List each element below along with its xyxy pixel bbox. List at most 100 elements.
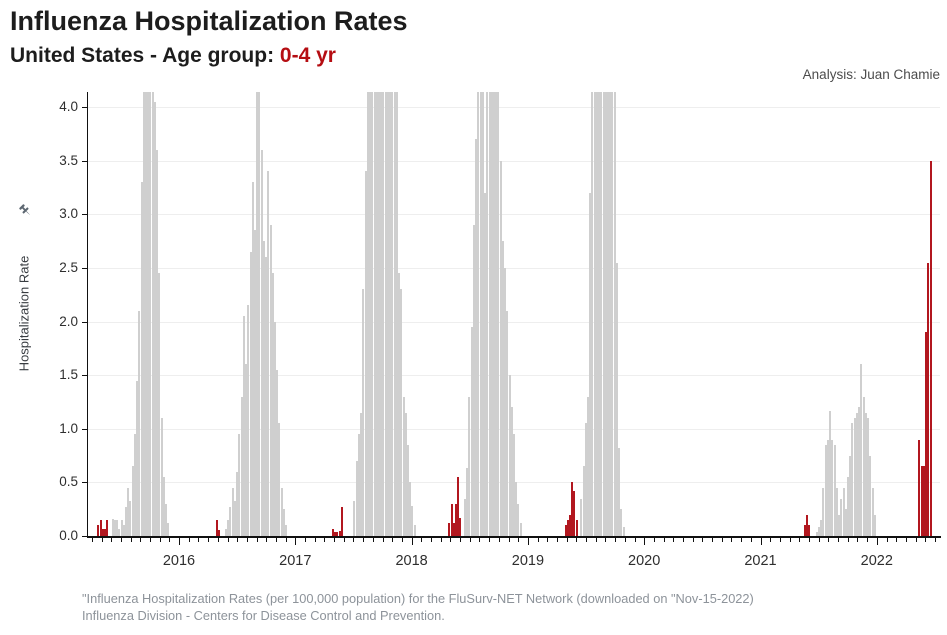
highlight-bar[interactable]: [106, 519, 109, 536]
highlight-bar[interactable]: [571, 482, 574, 536]
season-bar[interactable]: [389, 92, 392, 536]
season-bar[interactable]: [831, 439, 834, 536]
season-bar[interactable]: [855, 412, 858, 536]
season-bar[interactable]: [160, 418, 163, 536]
season-bar[interactable]: [604, 92, 607, 536]
season-bar[interactable]: [838, 514, 840, 536]
season-bar[interactable]: [517, 503, 520, 536]
highlight-bar[interactable]: [564, 525, 567, 536]
highlight-bar[interactable]: [566, 519, 569, 536]
season-bar[interactable]: [607, 92, 609, 536]
season-bar[interactable]: [499, 160, 502, 536]
season-bar[interactable]: [490, 92, 493, 536]
season-bar[interactable]: [165, 503, 167, 536]
season-bar[interactable]: [873, 514, 876, 536]
season-bar[interactable]: [613, 92, 616, 536]
season-bar[interactable]: [140, 182, 143, 536]
highlight-bar[interactable]: [457, 477, 460, 536]
season-bar[interactable]: [867, 418, 869, 536]
highlight-bar[interactable]: [929, 160, 932, 536]
season-bar[interactable]: [835, 487, 838, 536]
season-bar[interactable]: [111, 518, 114, 536]
season-bar[interactable]: [133, 434, 136, 536]
season-bar[interactable]: [378, 92, 380, 536]
season-bar[interactable]: [253, 230, 256, 536]
season-bar[interactable]: [844, 509, 847, 536]
highlight-bar[interactable]: [340, 507, 343, 536]
season-bar[interactable]: [519, 523, 522, 536]
season-bar[interactable]: [256, 92, 259, 536]
season-bar[interactable]: [260, 149, 263, 536]
season-bar[interactable]: [600, 92, 603, 536]
season-bar[interactable]: [231, 487, 234, 536]
season-bar[interactable]: [138, 310, 141, 536]
season-bar[interactable]: [118, 528, 121, 536]
highlight-bar[interactable]: [216, 519, 219, 536]
highlight-bar[interactable]: [803, 525, 806, 536]
season-bar[interactable]: [488, 92, 491, 536]
season-bar[interactable]: [620, 509, 623, 536]
season-bar[interactable]: [120, 519, 123, 536]
season-bar[interactable]: [362, 289, 365, 536]
season-bar[interactable]: [833, 444, 836, 536]
season-bar[interactable]: [274, 321, 276, 536]
season-bar[interactable]: [127, 487, 130, 536]
season-bar[interactable]: [504, 267, 507, 536]
season-bar[interactable]: [282, 509, 285, 536]
season-bar[interactable]: [269, 225, 272, 536]
season-bar[interactable]: [251, 182, 254, 536]
season-bar[interactable]: [265, 257, 268, 536]
season-bar[interactable]: [366, 92, 369, 536]
season-bar[interactable]: [355, 460, 358, 536]
season-bar[interactable]: [131, 466, 134, 536]
highlight-bar[interactable]: [450, 503, 453, 536]
season-bar[interactable]: [391, 92, 394, 536]
highlight-bar[interactable]: [101, 528, 104, 536]
season-bar[interactable]: [375, 92, 378, 536]
season-bar[interactable]: [602, 92, 605, 536]
season-bar[interactable]: [411, 506, 414, 536]
season-bar[interactable]: [113, 519, 116, 536]
season-bar[interactable]: [149, 92, 152, 536]
season-bar[interactable]: [271, 273, 274, 536]
season-bar[interactable]: [142, 92, 145, 536]
season-bar[interactable]: [815, 531, 818, 536]
season-bar[interactable]: [145, 92, 147, 536]
season-bar[interactable]: [869, 455, 872, 536]
highlight-bar[interactable]: [927, 262, 930, 536]
highlight-bar[interactable]: [920, 466, 923, 536]
season-bar[interactable]: [484, 192, 486, 536]
season-bar[interactable]: [386, 92, 389, 536]
season-bar[interactable]: [492, 92, 495, 536]
season-bar[interactable]: [406, 444, 409, 536]
season-bar[interactable]: [842, 487, 845, 536]
season-bar[interactable]: [278, 423, 281, 536]
season-bar[interactable]: [589, 192, 592, 536]
season-bar[interactable]: [153, 101, 156, 536]
highlight-bar[interactable]: [331, 528, 334, 536]
season-bar[interactable]: [224, 528, 227, 536]
highlight-bar[interactable]: [573, 491, 576, 536]
season-bar[interactable]: [249, 251, 252, 536]
season-bar[interactable]: [380, 92, 383, 536]
season-bar[interactable]: [468, 396, 471, 536]
season-bar[interactable]: [285, 525, 288, 536]
season-bar[interactable]: [611, 92, 614, 536]
season-bar[interactable]: [398, 273, 400, 536]
season-bar[interactable]: [267, 171, 270, 536]
season-bar[interactable]: [508, 375, 511, 536]
season-bar[interactable]: [862, 396, 865, 536]
season-bar[interactable]: [582, 466, 585, 536]
season-bar[interactable]: [233, 500, 236, 536]
season-bar[interactable]: [860, 364, 863, 536]
season-bar[interactable]: [245, 364, 247, 536]
season-bar[interactable]: [506, 310, 509, 536]
season-bar[interactable]: [472, 225, 475, 536]
pin-icon[interactable]: [18, 203, 34, 219]
season-bar[interactable]: [413, 525, 416, 536]
season-bar[interactable]: [591, 92, 594, 536]
season-bar[interactable]: [360, 412, 363, 536]
season-bar[interactable]: [486, 92, 489, 536]
season-bar[interactable]: [481, 92, 484, 536]
season-bar[interactable]: [501, 241, 504, 536]
